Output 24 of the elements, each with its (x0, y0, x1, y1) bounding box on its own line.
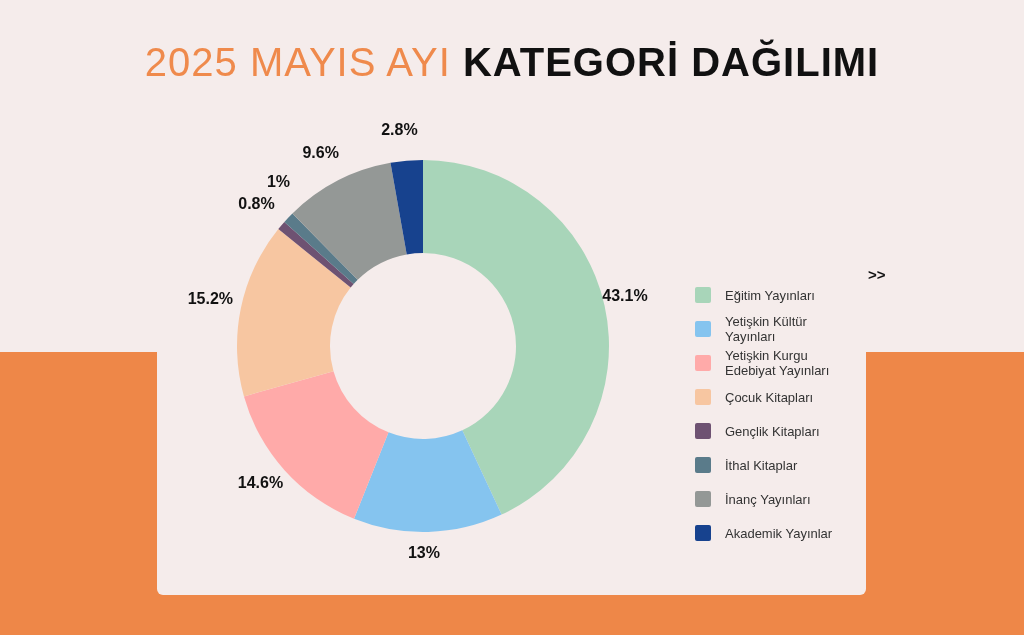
data-label: 0.8% (238, 195, 275, 213)
donut-slice (292, 162, 407, 280)
donut-slice (284, 213, 358, 284)
donut-slice (278, 222, 354, 288)
legend-label: Yetişkin Kurgu Edebiyat Yayınları (725, 348, 831, 378)
data-label: 13% (407, 544, 440, 562)
legend-label: İthal Kitaplar (725, 457, 799, 473)
legend-label: Gençlik Kitapları (725, 423, 821, 439)
data-label: 43.1% (602, 286, 648, 304)
data-label: 9.6% (302, 144, 339, 162)
text: >> (868, 266, 886, 283)
legend-label: Çocuk Kitapları (725, 389, 815, 405)
legend-label: İnanç Yayınları (725, 491, 812, 507)
data-label: 14.6% (237, 474, 284, 492)
donut-slice (390, 160, 423, 255)
legend-label: Eğitim Yayınları (725, 287, 816, 303)
data-label: 15.2% (187, 289, 234, 307)
legend-label: Yetişkin Kültür Yayınları (725, 314, 808, 344)
donut-slice (237, 229, 351, 397)
data-label: 2.8% (381, 121, 418, 139)
chart-title: 2025 MAYIS AYI KATEGORİ DAĞILIMI (144, 40, 880, 84)
donut-slice (354, 430, 502, 532)
legend-label: Akademik Yayınlar (725, 525, 834, 541)
data-label: 1% (266, 173, 291, 191)
